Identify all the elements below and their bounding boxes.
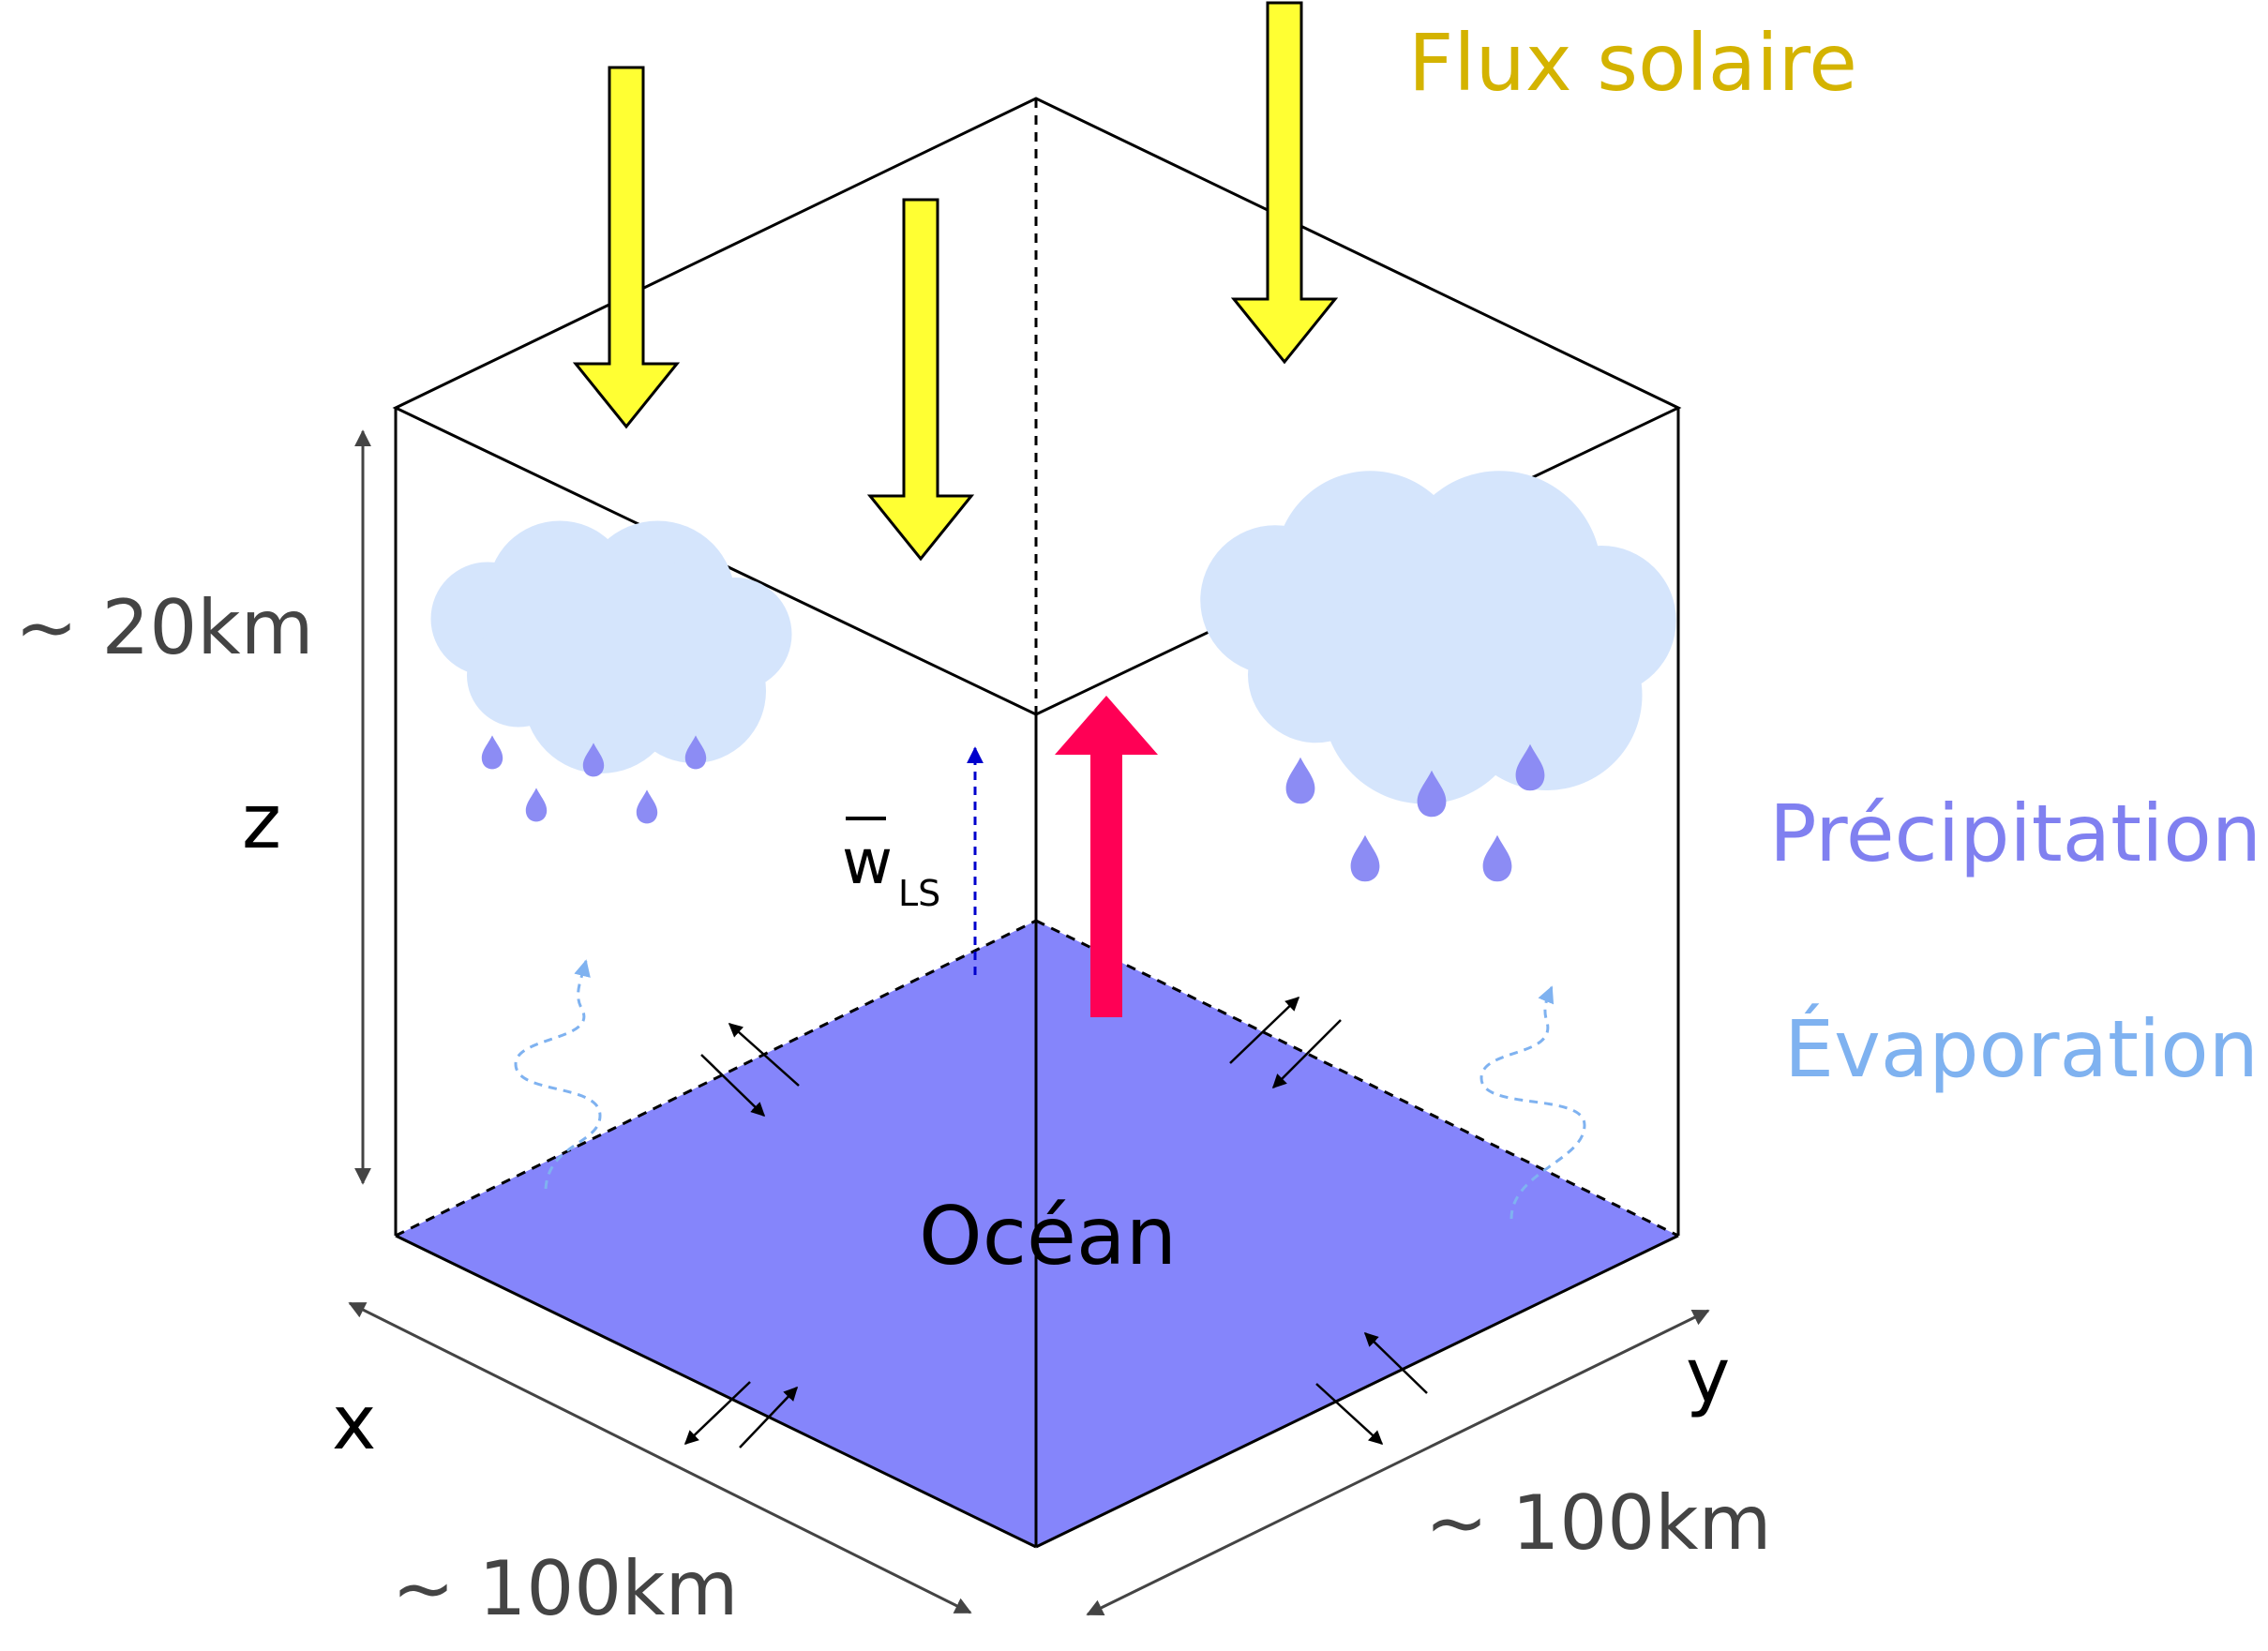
ocean-back-right-edge <box>1035 919 1679 1238</box>
w-ls-main-text: w <box>842 826 893 898</box>
ocean-back-left-edge <box>395 919 1037 1238</box>
solar-arrow-1 <box>572 66 681 429</box>
x-dimension-label: ~ 100km <box>392 1545 738 1632</box>
w-ls-subscript: LS <box>898 873 940 914</box>
surface-flux-arrow <box>1055 696 1158 1017</box>
precipitation-label: Précipitation <box>1769 788 2261 879</box>
y-dimension-label: ~ 100km <box>1425 1479 1771 1567</box>
evaporation-label: Évaporation <box>1784 1003 2259 1095</box>
x-axis-label: x <box>332 1379 376 1466</box>
ocean-label: Océan <box>919 1190 1177 1283</box>
y-dimension-line <box>1086 1309 1710 1616</box>
cube-edges <box>392 97 1682 1549</box>
solar-arrow-3 <box>1230 1 1339 365</box>
solar-arrow-2 <box>866 198 975 562</box>
solar-flux-arrows <box>572 1 1339 562</box>
right-rain-cloud <box>1200 471 1676 804</box>
height-dimension-label: ~ 20km <box>15 584 314 671</box>
y-axis-label: y <box>1686 1332 1730 1419</box>
z-axis-label: z <box>242 778 281 865</box>
solar-flux-label: Flux solaire <box>1408 17 1857 109</box>
x-dimension-line <box>348 1301 972 1614</box>
right-evaporation-arrow <box>1479 985 1586 1220</box>
w-ls-label: w LS <box>842 817 940 914</box>
left-rain-cloud <box>430 520 792 773</box>
